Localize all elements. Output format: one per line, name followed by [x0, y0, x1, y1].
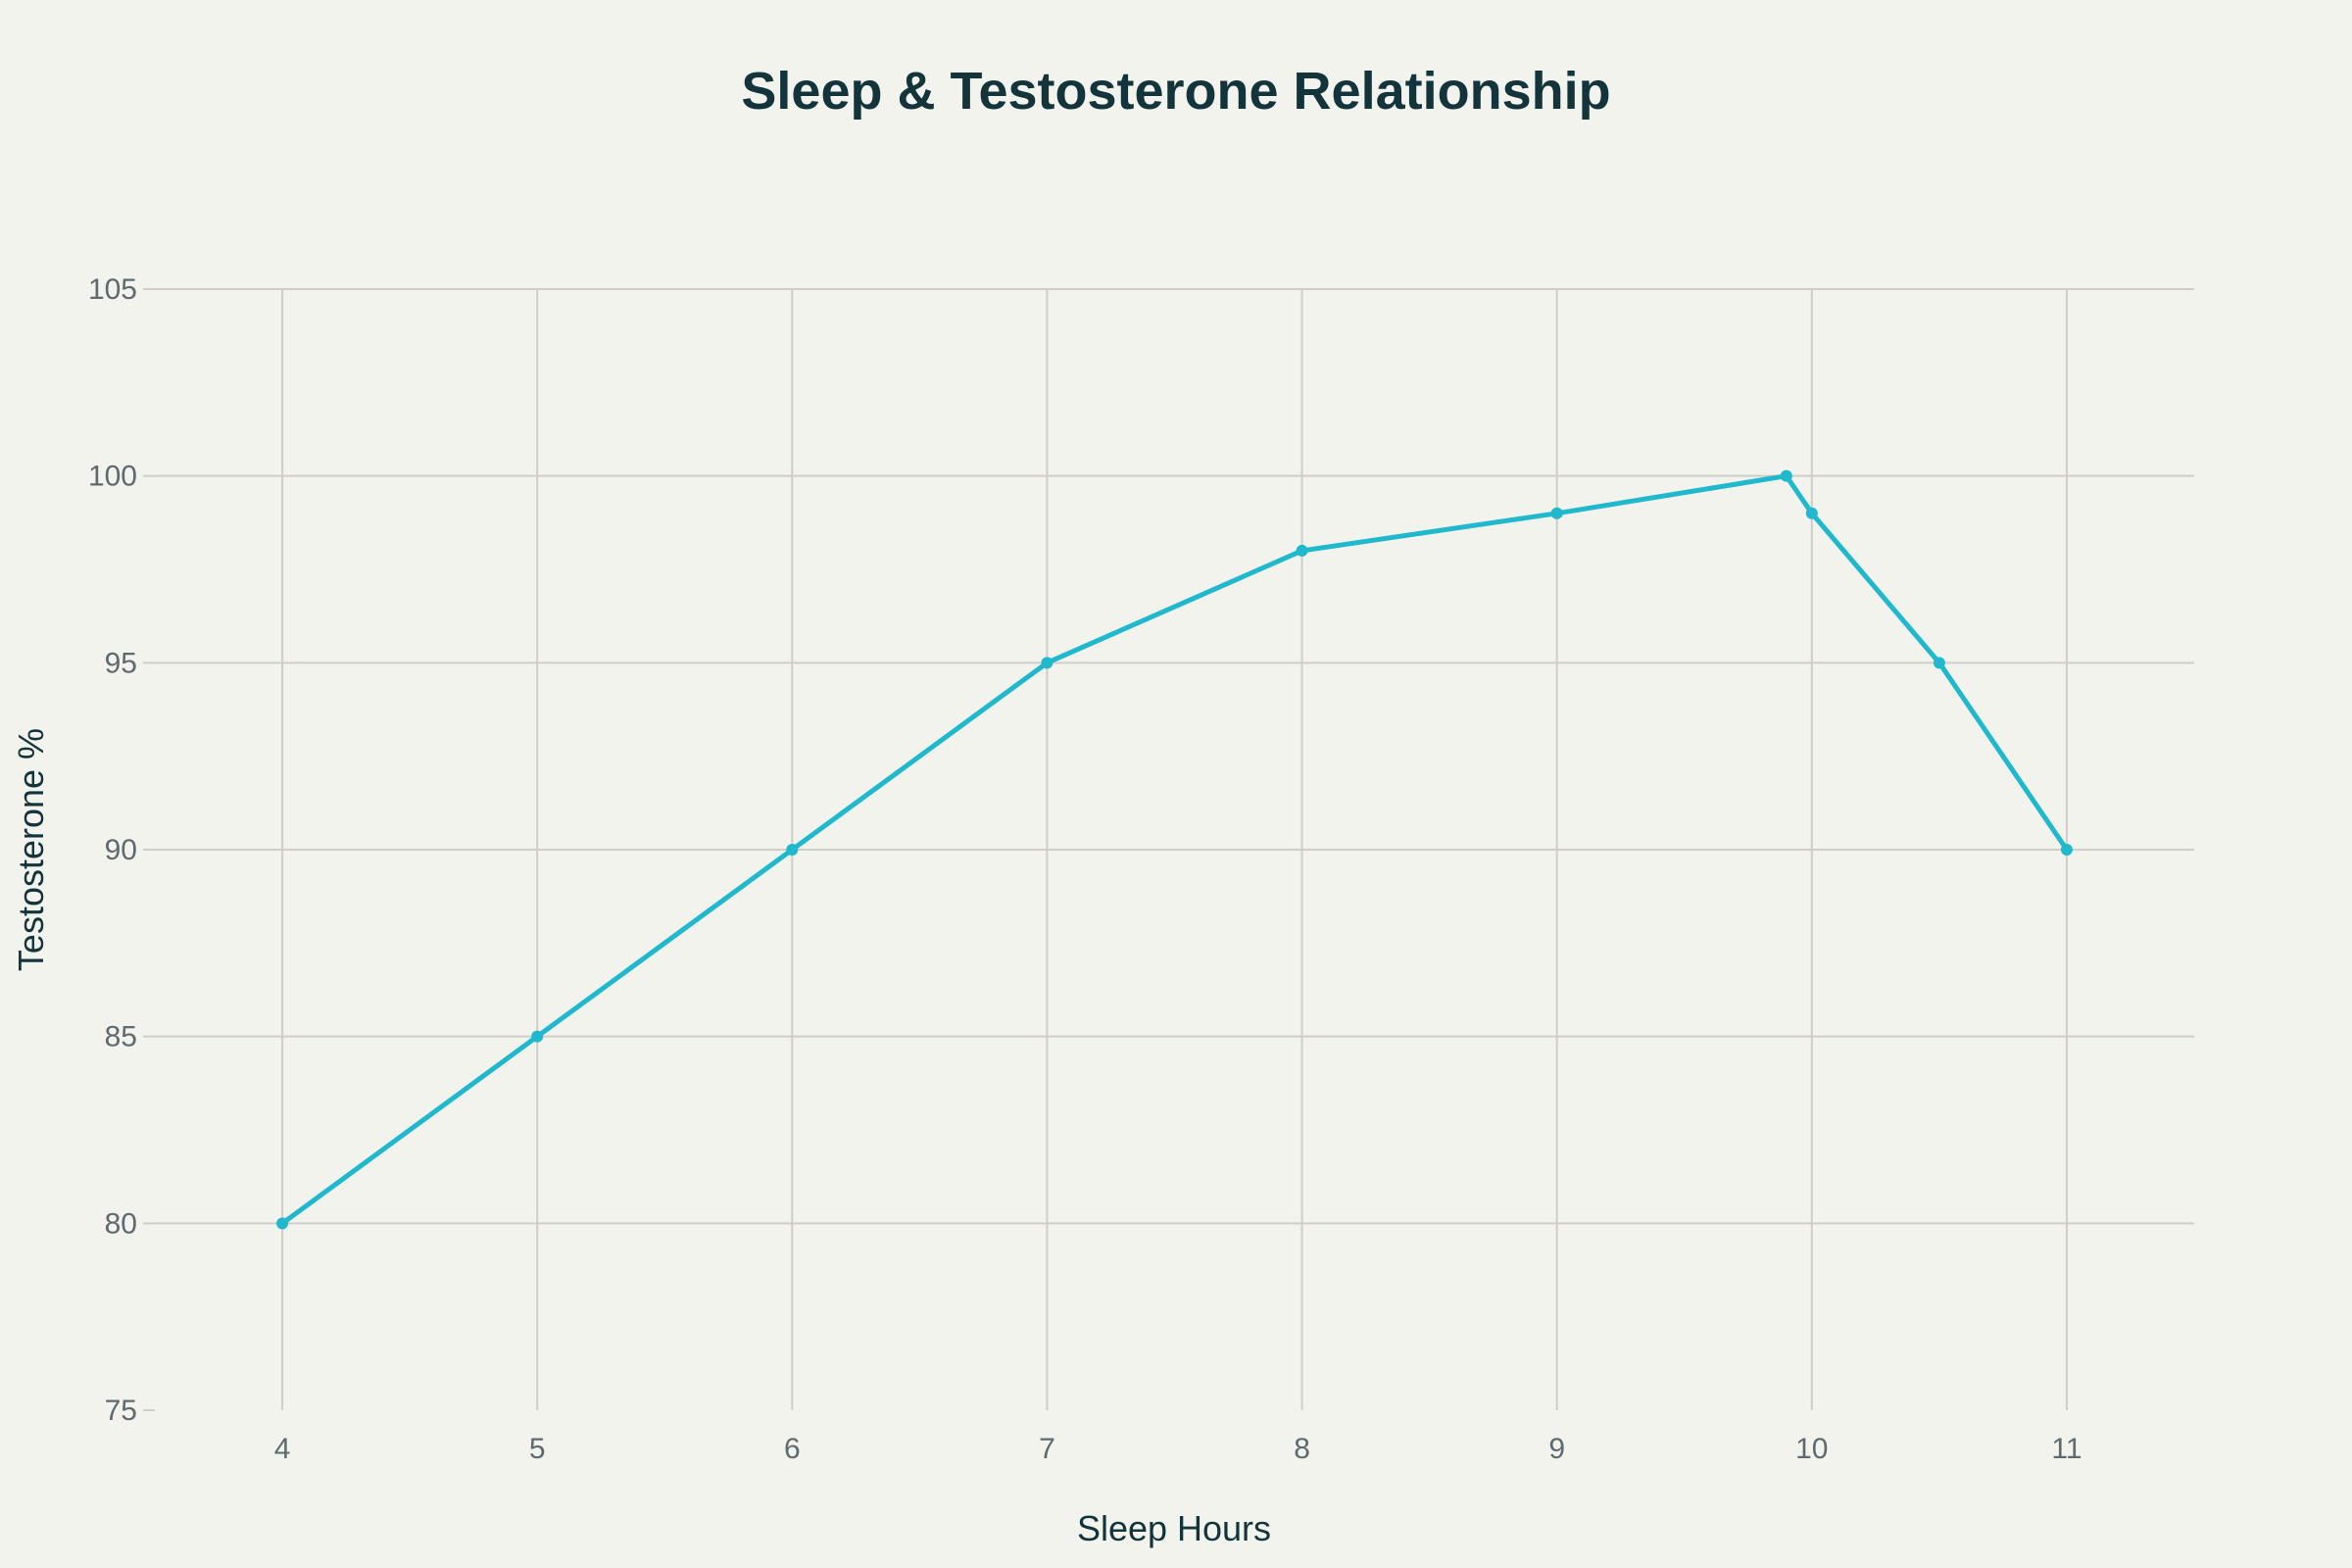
- data-point: [1805, 507, 1818, 519]
- x-tick-label: 5: [529, 1433, 546, 1465]
- y-tick-label: 85: [105, 1021, 137, 1054]
- data-point: [1550, 507, 1563, 519]
- y-tick-label: 75: [105, 1395, 137, 1427]
- series-line: [276, 469, 2073, 1230]
- tick-labels: 4 5 6 7 8 9 10 11 75 80 85 90 95 100 105: [88, 273, 2082, 1465]
- x-tick-label: 8: [1294, 1433, 1310, 1465]
- data-point: [786, 844, 799, 856]
- x-tick-label: 6: [784, 1433, 801, 1465]
- x-tick-label: 4: [274, 1433, 291, 1465]
- data-point: [2060, 844, 2073, 856]
- x-tick-label: 7: [1039, 1433, 1055, 1465]
- chart-title: Sleep & Testosterone Relationship: [741, 62, 1611, 121]
- x-tick-label: 11: [2051, 1433, 2082, 1465]
- data-point: [276, 1217, 289, 1230]
- y-tick-label: 90: [105, 834, 137, 866]
- x-axis-label: Sleep Hours: [1077, 1508, 1271, 1548]
- y-tick-label: 100: [88, 461, 137, 493]
- data-point: [531, 1030, 544, 1043]
- series-line-path: [280, 473, 2070, 1226]
- data-point: [1933, 657, 1945, 669]
- y-axis-label: Testosterone %: [11, 728, 51, 971]
- x-tick-label: 10: [1795, 1433, 1828, 1465]
- data-point: [1296, 544, 1308, 557]
- grid: [143, 288, 2194, 1411]
- y-tick-label: 105: [88, 273, 137, 306]
- y-tick-label: 95: [105, 647, 137, 679]
- data-point: [1780, 469, 1792, 482]
- x-tick-label: 9: [1548, 1433, 1565, 1465]
- y-tick-label: 80: [105, 1207, 137, 1240]
- data-point: [1041, 657, 1054, 669]
